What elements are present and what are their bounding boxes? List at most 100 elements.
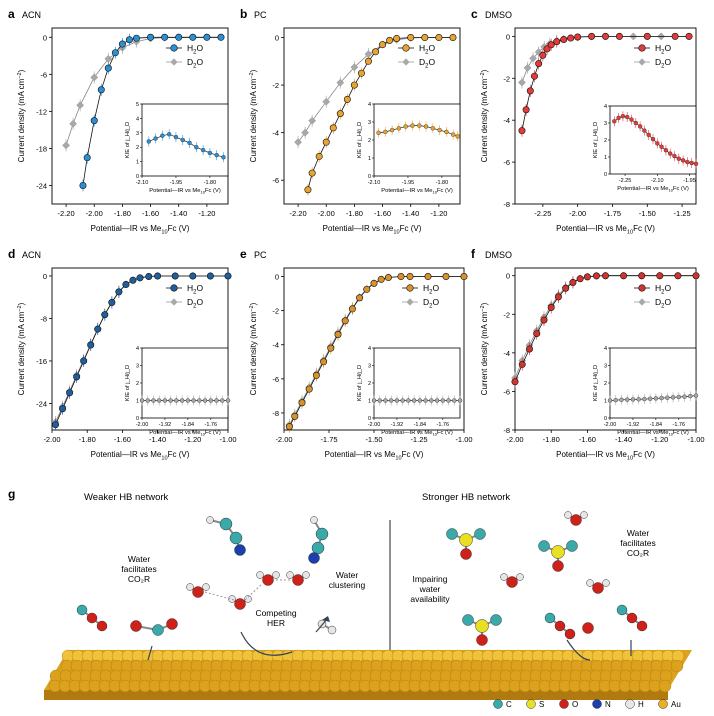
y-tick-label: -2 xyxy=(272,81,279,90)
legend-marker xyxy=(170,44,178,52)
atom-O xyxy=(636,620,648,632)
data-point xyxy=(80,357,88,365)
y-tick-label: -8 xyxy=(503,200,510,209)
data-point xyxy=(203,33,211,41)
atom-C xyxy=(538,540,550,552)
inset-y-tick-label: 2 xyxy=(136,381,139,387)
data-point xyxy=(94,325,102,333)
y-tick-label: -8 xyxy=(40,314,47,323)
inset-x-tick-label: -1.76 xyxy=(437,422,450,428)
atom-O xyxy=(476,634,488,646)
inset-point xyxy=(451,132,456,137)
atom-H xyxy=(186,583,194,591)
legend-atom-label: O xyxy=(572,700,578,709)
data-point xyxy=(108,299,116,307)
data-point xyxy=(560,36,568,44)
inset-x-label: Potential—IR vs Me10Fc (V) xyxy=(381,188,453,195)
data-point xyxy=(336,78,345,87)
gold-atom xyxy=(670,659,684,673)
inset-point xyxy=(659,395,664,401)
x-axis-label: Potential—IR vs Me10Fc (V) xyxy=(556,450,655,461)
inset-x-tick-label: -1.95 xyxy=(402,180,415,186)
data-point xyxy=(372,48,380,56)
atom-C xyxy=(462,614,474,626)
gold-surface xyxy=(44,649,692,700)
legend-label: D2O xyxy=(187,297,203,310)
y-tick-label: 0 xyxy=(43,33,47,42)
label-water-clustering: Water clustering xyxy=(329,570,366,590)
inset-point xyxy=(389,127,395,133)
label-competing-her: Competing HER xyxy=(255,608,296,628)
inset-point xyxy=(625,397,630,402)
legend-atom-label: S xyxy=(539,700,544,709)
inset-y-tick-label: 5 xyxy=(136,102,139,108)
data-point xyxy=(518,78,526,87)
arrow-left-co2 xyxy=(147,645,153,661)
data-point xyxy=(301,128,310,137)
chart-panel-b: b PC -2.20 -2.00 -1.80 -1.60 -1.40 -1.20 0 -2 -4 -6… xyxy=(240,7,461,235)
legend-label: H2O xyxy=(655,43,671,56)
inset-y-tick-label: 0 xyxy=(136,416,139,422)
legend-marker xyxy=(170,298,178,306)
panel-label: f xyxy=(471,247,476,261)
legend-atom-o xyxy=(559,699,569,709)
data-point xyxy=(449,34,457,42)
x-tick-label: -2.25 xyxy=(534,209,551,218)
y-axis-label: Current density (mA cm−2) xyxy=(480,302,489,395)
atom-H xyxy=(244,595,252,603)
inset-y-label: KIE of j_H/j_D xyxy=(593,365,599,401)
data-point xyxy=(511,378,519,386)
panel-label: e xyxy=(240,247,247,261)
x-tick-label: -1.20 xyxy=(651,435,668,444)
inset-point xyxy=(665,395,670,400)
inset-point xyxy=(680,158,686,163)
data-point xyxy=(386,36,394,44)
data-point xyxy=(334,331,342,339)
x-tick-label: -1.60 xyxy=(579,435,596,444)
data-point xyxy=(522,106,530,114)
inset-point xyxy=(434,398,440,403)
inset-x-tick-label: -1.80 xyxy=(436,180,449,186)
x-tick-label: -1.80 xyxy=(543,435,560,444)
inset-point xyxy=(173,134,179,140)
x-tick-label: -1.20 xyxy=(430,209,447,218)
data-point xyxy=(118,40,126,48)
chart-panel-f: f DMSO -2.00 -1.80 -1.60 -1.40 -1.20 -1.00 0 -2 -4… xyxy=(471,247,705,461)
x-tick-label: -1.40 xyxy=(149,435,166,444)
solvent-label: ACN xyxy=(22,250,41,260)
inset-point xyxy=(139,398,145,403)
inset-chart: -2.25 -2.10 -1.95 0 1 2 3 4 Potential—IR vs Me10… xyxy=(593,104,699,193)
atom-H xyxy=(500,573,508,581)
inset-point xyxy=(185,398,191,403)
chart-panel-a: a ACN -2.20 -2.00 -1.80 -1.60 -1.40 -1.20 0 -6 -12… xyxy=(8,7,229,235)
legend-marker xyxy=(638,298,646,306)
data-point xyxy=(370,279,378,287)
inset-point xyxy=(220,398,225,403)
inset-x-tick-label: -1.80 xyxy=(204,180,217,186)
data-point xyxy=(132,34,140,42)
x-tick-label: -1.40 xyxy=(170,209,187,218)
y-tick-label: 0 xyxy=(506,272,510,281)
series-h2o xyxy=(518,32,693,137)
inset-frame xyxy=(373,347,461,419)
data-point xyxy=(535,60,543,68)
inset-point xyxy=(153,136,158,141)
data-point xyxy=(298,399,306,407)
x-tick-label: -1.00 xyxy=(455,435,472,444)
data-point xyxy=(671,32,679,40)
x-tick-label: -1.40 xyxy=(615,435,632,444)
data-point xyxy=(104,64,112,72)
inset-point xyxy=(423,398,428,403)
atom-C xyxy=(616,604,628,616)
data-point xyxy=(350,63,359,72)
y-tick-label: 0 xyxy=(43,272,47,281)
data-point xyxy=(285,423,293,431)
legend-marker xyxy=(402,58,410,66)
data-point xyxy=(73,373,81,381)
atom-O xyxy=(96,620,108,632)
legend-label: D2O xyxy=(423,297,439,310)
inset-point xyxy=(430,126,436,131)
inset-point xyxy=(446,398,451,403)
data-point xyxy=(122,280,130,288)
